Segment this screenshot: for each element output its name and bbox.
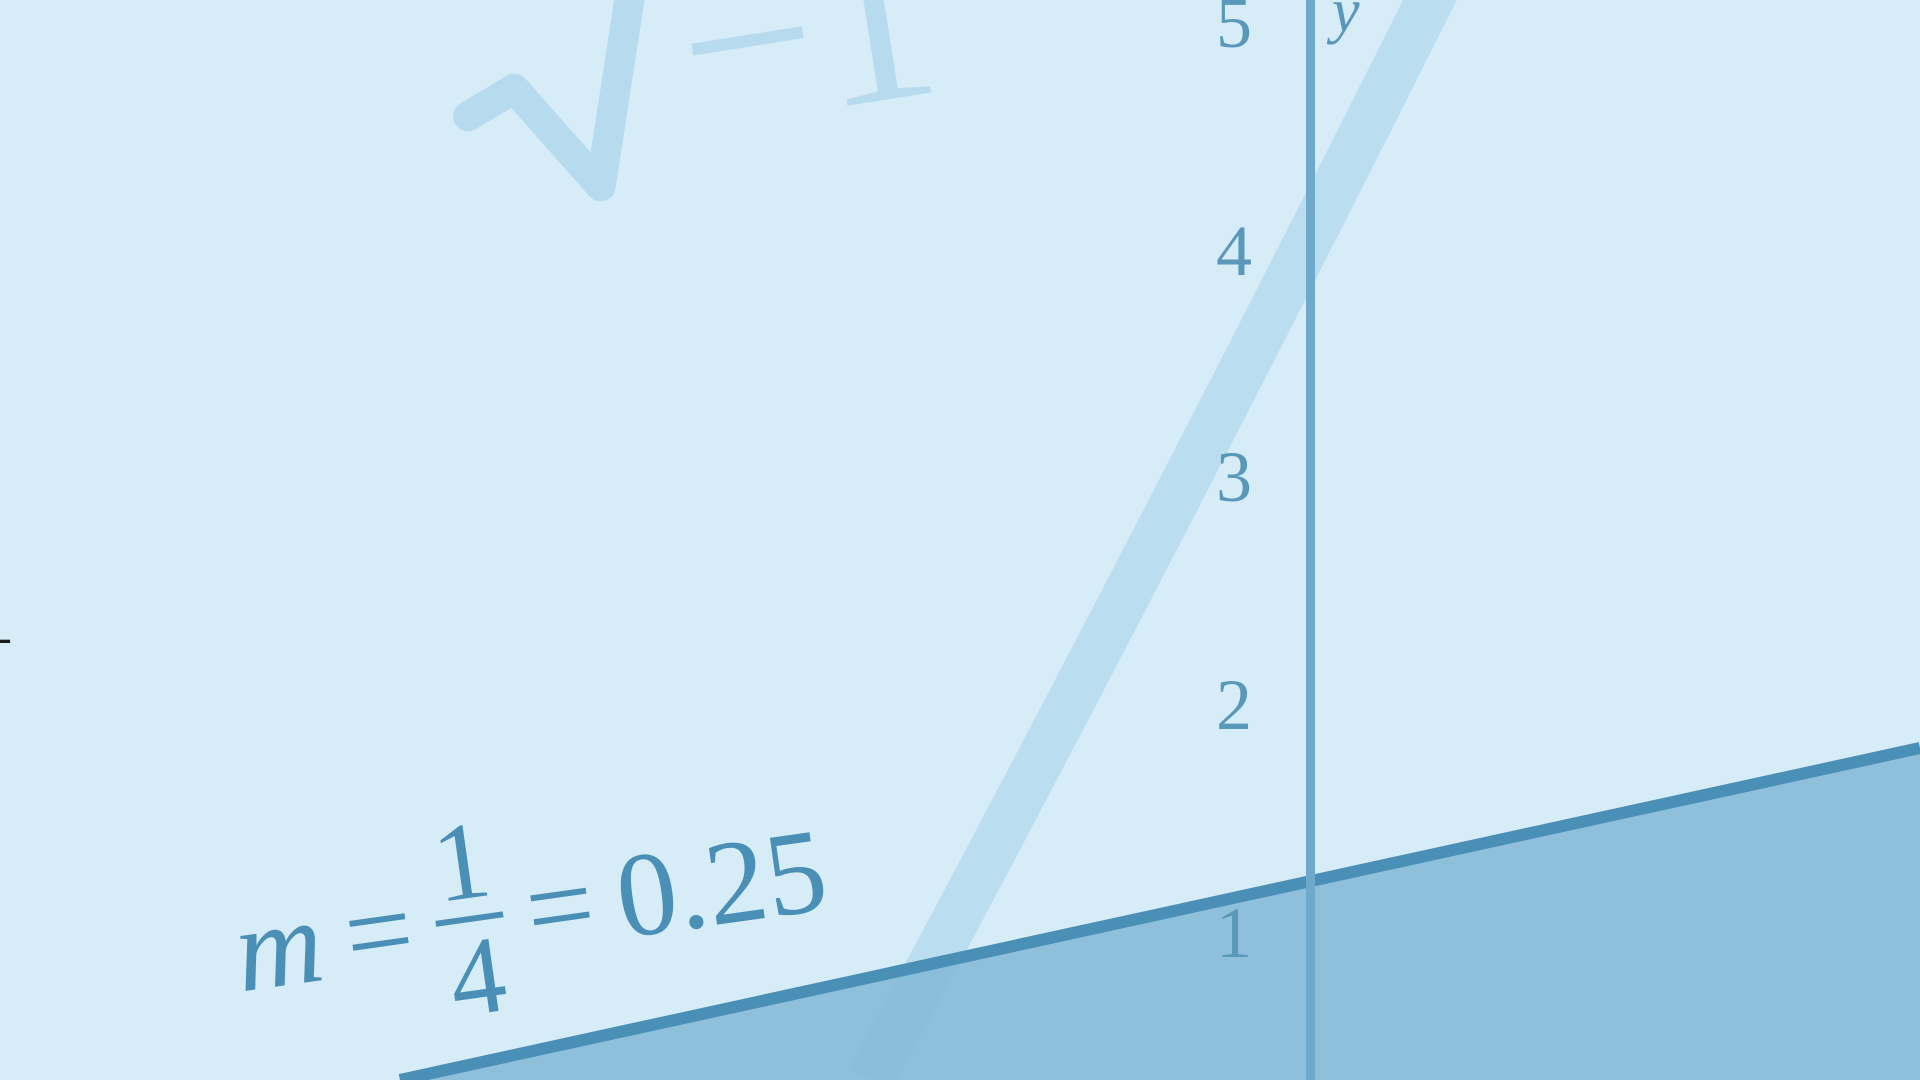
slope-m: m bbox=[226, 872, 331, 1021]
y-tick-4: 4 bbox=[1216, 210, 1252, 293]
denominator: 4 bbox=[437, 918, 519, 1037]
equals-1: = bbox=[336, 859, 422, 1005]
fraction: 1 4 bbox=[420, 802, 518, 1036]
y-axis bbox=[1306, 0, 1315, 1080]
decimal-value: 0.25 bbox=[608, 801, 835, 967]
edge-minus-fragment: - bbox=[0, 612, 12, 663]
y-axis-label: y bbox=[1332, 0, 1360, 47]
math-illustration: −1 y 54321 m = 1 4 = 0.25 - bbox=[0, 0, 1920, 1080]
y-tick-2: 2 bbox=[1216, 664, 1252, 747]
y-tick-5: 5 bbox=[1216, 0, 1252, 65]
y-tick-3: 3 bbox=[1216, 436, 1252, 519]
equals-2: = bbox=[517, 834, 603, 980]
y-tick-1: 1 bbox=[1216, 892, 1252, 975]
numerator: 1 bbox=[420, 802, 502, 921]
